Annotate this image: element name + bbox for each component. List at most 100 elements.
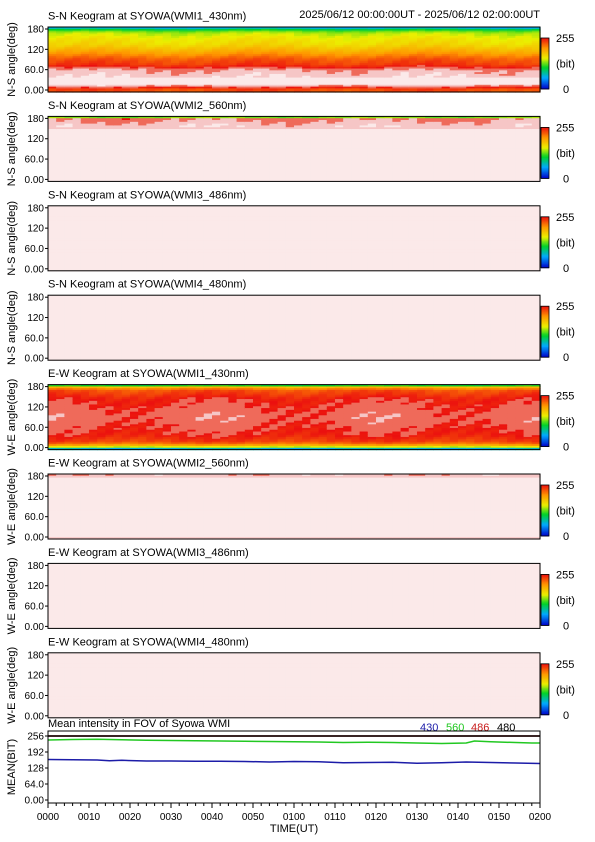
- heatmap-cell: [531, 63, 541, 66]
- heatmap-cell: [212, 77, 221, 80]
- heatmap-cell: [154, 57, 164, 61]
- colorbar-step: [541, 150, 549, 153]
- heatmap-cell: [531, 46, 541, 50]
- heatmap-cell: [48, 127, 57, 130]
- heatmap-cell: [195, 177, 205, 181]
- heatmap-cell: [105, 213, 115, 216]
- heatmap-cell: [56, 27, 65, 30]
- heatmap-cell: [162, 254, 172, 257]
- heatmap-cell: [531, 82, 541, 86]
- heatmap-cell: [302, 125, 311, 128]
- heatmap-cell: [105, 32, 115, 35]
- heatmap-cell: [294, 152, 303, 155]
- heatmap-cell: [203, 175, 213, 179]
- heatmap-cell: [105, 268, 115, 272]
- heatmap-cell: [97, 68, 106, 71]
- heatmap-cell: [146, 261, 156, 265]
- heatmap-cell: [425, 72, 434, 75]
- heatmap-cell: [105, 34, 115, 37]
- heatmap-cell: [474, 145, 484, 148]
- heatmap-cell: [220, 120, 229, 123]
- heatmap-cell: [105, 64, 115, 68]
- heatmap-cell: [376, 30, 385, 34]
- heatmap-cell: [269, 48, 279, 52]
- heatmap-cell: [433, 129, 443, 132]
- heatmap-cell: [384, 175, 393, 179]
- heatmap-cell: [335, 30, 344, 34]
- heatmap-cell: [425, 90, 434, 93]
- heatmap-cell: [187, 161, 197, 164]
- heatmap-cell: [89, 150, 98, 154]
- heatmap-cell: [359, 179, 369, 182]
- heatmap-cell: [523, 72, 533, 75]
- heatmap-cell: [449, 148, 459, 152]
- heatmap-cell: [154, 88, 164, 91]
- heatmap-cell: [499, 127, 508, 130]
- heatmap-cell: [261, 64, 270, 68]
- heatmap-cell: [400, 79, 410, 82]
- heatmap-cell: [121, 213, 131, 216]
- heatmap-cell: [294, 43, 303, 46]
- heatmap-cell: [310, 77, 320, 80]
- heatmap-cell: [392, 175, 402, 179]
- heatmap-cell: [212, 50, 221, 53]
- heatmap-cell: [97, 241, 106, 245]
- heatmap-cell: [408, 156, 418, 159]
- heatmap-cell: [277, 43, 287, 46]
- heatmap-cell: [130, 240, 139, 243]
- heatmap-cell: [64, 165, 74, 168]
- heatmap-cell: [384, 36, 393, 39]
- heatmap-cell: [138, 63, 147, 66]
- heatmap-cell: [425, 79, 434, 82]
- heatmap-cell: [269, 37, 279, 41]
- heatmap-cell: [89, 129, 98, 132]
- heatmap-cell: [285, 39, 295, 43]
- heatmap-cell: [433, 27, 443, 30]
- heatmap-cell: [482, 118, 492, 121]
- heatmap-cell: [466, 150, 475, 154]
- heatmap-cell: [195, 127, 205, 130]
- heatmap-cell: [130, 209, 139, 212]
- heatmap-cell: [80, 148, 90, 152]
- heatmap-cell: [105, 116, 115, 119]
- heatmap-cell: [236, 156, 246, 159]
- heatmap-cell: [212, 130, 221, 134]
- heatmap-cell: [253, 88, 262, 91]
- heatmap-cell: [515, 34, 525, 37]
- heatmap-cell: [449, 127, 459, 130]
- colorbar-frame: [540, 127, 550, 179]
- heatmap-cell: [253, 45, 262, 48]
- heatmap-cell: [121, 214, 131, 218]
- heatmap-cell: [56, 236, 65, 239]
- heatmap-cell: [130, 214, 139, 218]
- heatmap-cell: [417, 154, 426, 157]
- heatmap-cell: [326, 116, 336, 119]
- heatmap-cell: [384, 123, 393, 127]
- heatmap-cell: [56, 247, 65, 250]
- heatmap-cell: [72, 86, 82, 89]
- heatmap-cell: [474, 166, 484, 170]
- heatmap-cell: [499, 129, 508, 132]
- heatmap-cell: [376, 39, 385, 43]
- heatmap-cell: [228, 127, 238, 130]
- heatmap-cell: [220, 48, 229, 52]
- heatmap-cell: [285, 166, 295, 170]
- heatmap-cell: [72, 177, 82, 181]
- heatmap-cell: [523, 52, 533, 55]
- heatmap-cell: [318, 66, 328, 70]
- heatmap-cell: [113, 79, 123, 82]
- heatmap-cell: [343, 72, 352, 75]
- heatmap-cell: [97, 247, 106, 250]
- heatmap-cell: [228, 130, 238, 134]
- heatmap-cell: [130, 63, 139, 66]
- heatmap-cell: [277, 63, 287, 66]
- heatmap-cell: [433, 88, 443, 91]
- heatmap-cell: [154, 120, 164, 123]
- heatmap-cell: [302, 86, 311, 89]
- heatmap-cell: [441, 118, 451, 121]
- heatmap-cell: [121, 234, 131, 238]
- heatmap-cell: [507, 36, 516, 39]
- heatmap-cell: [351, 90, 361, 93]
- heatmap-cell: [48, 267, 57, 270]
- heatmap-cell: [425, 134, 434, 137]
